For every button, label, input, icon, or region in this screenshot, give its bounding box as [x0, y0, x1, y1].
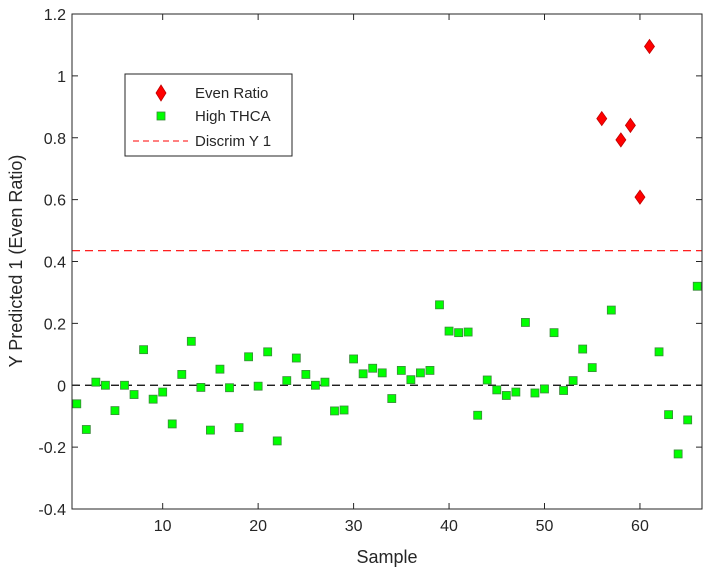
high-thca-point [606, 305, 616, 315]
high-thca-point [406, 375, 416, 385]
x-axis-label: Sample [356, 547, 417, 567]
high-thca-point [91, 377, 101, 387]
x-tick-label: 10 [154, 518, 172, 535]
high-thca-point [349, 354, 358, 364]
legend-discrim-label: Discrim Y 1 [195, 133, 271, 150]
legend-high-thca-marker [156, 111, 166, 121]
high-thca-point [559, 386, 568, 395]
high-thca-point [549, 328, 559, 338]
high-thca-point [530, 388, 540, 398]
high-thca-point [521, 318, 530, 327]
high-thca-point [435, 300, 444, 310]
high-thca-point [158, 387, 168, 397]
high-thca-point [692, 281, 702, 291]
high-thca-point [282, 376, 292, 386]
high-thca-point [578, 344, 588, 354]
high-thca-point [454, 328, 463, 338]
legend-even-ratio-marker [155, 84, 167, 102]
y-tick-label: 0.4 [44, 255, 66, 272]
high-thca-point [396, 365, 406, 375]
high-thca-point [416, 368, 425, 378]
high-thca-point [110, 406, 120, 416]
y-tick-label: -0.4 [38, 502, 66, 519]
y-tick-label: 1.2 [44, 7, 66, 24]
y-tick-label: -0.2 [38, 440, 66, 457]
high-thca-point [311, 380, 320, 390]
high-thca-point [511, 387, 521, 397]
high-thca-point [425, 365, 435, 375]
high-thca-point [186, 336, 196, 346]
high-thca-point [368, 363, 378, 373]
high-thca-point [654, 347, 664, 357]
high-thca-point [568, 376, 578, 386]
high-thca-point [587, 363, 597, 373]
high-thca-point [683, 415, 693, 425]
high-thca-point [473, 410, 483, 420]
high-thca-point [492, 385, 502, 395]
high-thca-point [673, 449, 683, 459]
high-thca-point [387, 394, 397, 403]
high-thca-point [225, 383, 234, 393]
even-ratio-point [615, 132, 627, 148]
x-tick-label: 50 [536, 518, 554, 535]
legend-even-ratio-label: Even Ratio [195, 85, 268, 102]
even-ratio-point [634, 189, 646, 205]
high-thca-point [129, 390, 139, 399]
high-thca-point [215, 364, 225, 374]
x-tick-label: 20 [249, 518, 267, 535]
high-thca-point [330, 406, 339, 416]
high-thca-point [377, 368, 387, 378]
high-thca-point [101, 380, 110, 390]
y-tick-label: 0.2 [44, 316, 66, 333]
high-thca-point [177, 370, 187, 379]
x-tick-label: 40 [440, 518, 458, 535]
high-thca-point [139, 345, 148, 355]
even-ratio-point [624, 117, 636, 134]
y-tick-label: 1 [57, 69, 66, 86]
x-tick-label: 60 [631, 518, 649, 535]
high-thca-point [263, 347, 273, 357]
high-thca-point [253, 381, 263, 391]
high-thca-point [291, 353, 301, 363]
high-thca-point [540, 384, 549, 394]
high-thca-point [272, 436, 282, 446]
high-thca-point [206, 425, 215, 435]
high-thca-point [234, 423, 244, 433]
y-tick-label: 0 [57, 378, 66, 395]
high-thca-point [167, 419, 177, 429]
high-thca-point [301, 370, 311, 379]
y-tick-label: 0.8 [44, 131, 66, 148]
legend: Even Ratio High THCA Discrim Y 1 [124, 73, 293, 157]
x-tick-label: 30 [345, 518, 363, 535]
high-thca-point [664, 410, 673, 420]
high-thca-point [501, 391, 511, 400]
legend-high-thca-label: High THCA [195, 108, 271, 125]
high-thca-point [81, 425, 91, 434]
y-tick-label: 0.6 [44, 193, 66, 210]
high-thca-point [120, 380, 129, 390]
legend-box [124, 73, 293, 157]
high-thca-point [444, 326, 454, 336]
high-thca-point [244, 352, 253, 362]
high-thca-point [72, 399, 82, 409]
high-thca-point [463, 327, 473, 337]
high-thca-point [320, 377, 330, 387]
even-ratio-point [596, 110, 608, 127]
high-thca-point [196, 383, 206, 392]
y-axis-label: Y Predicted 1 (Even Ratio) [6, 155, 26, 368]
high-thca-point [339, 405, 349, 415]
even-ratio-point [644, 38, 655, 55]
high-thca-point [482, 375, 492, 385]
high-thca-point [358, 369, 368, 379]
high-thca-point [148, 394, 158, 404]
